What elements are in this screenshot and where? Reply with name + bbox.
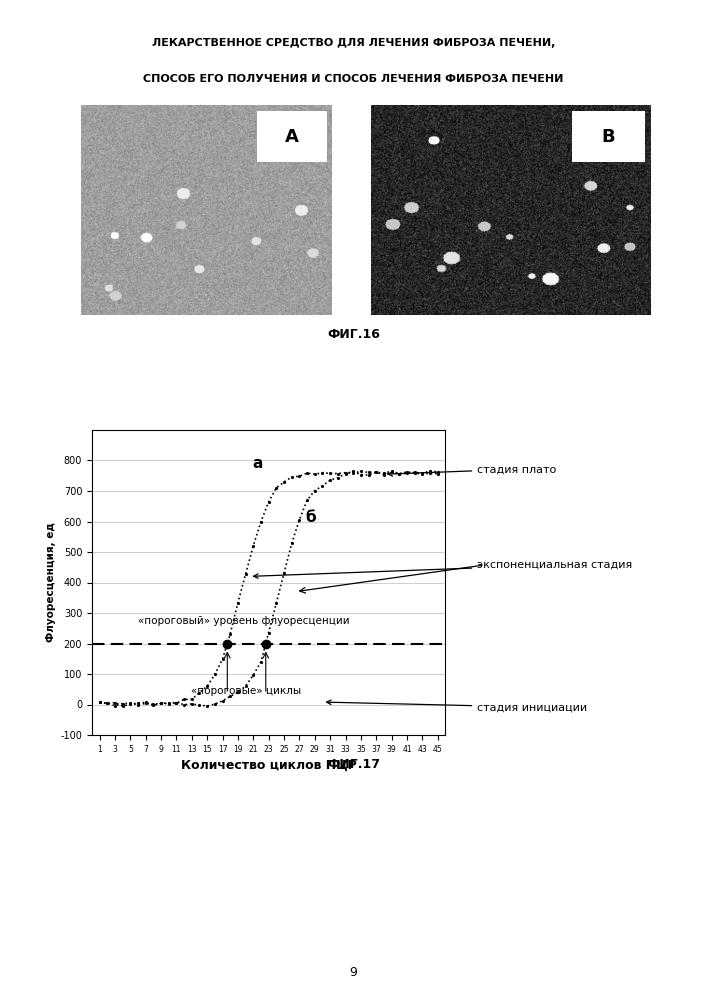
Text: стадия инициации: стадия инициации — [327, 700, 588, 712]
Text: б: б — [305, 510, 316, 525]
Text: 9: 9 — [349, 966, 358, 979]
Text: ФИГ.16: ФИГ.16 — [327, 328, 380, 342]
Text: СПОСОБ ЕГО ПОЛУЧЕНИЯ И СПОСОБ ЛЕЧЕНИЯ ФИБРОЗА ПЕЧЕНИ: СПОСОБ ЕГО ПОЛУЧЕНИЯ И СПОСОБ ЛЕЧЕНИЯ ФИ… — [144, 74, 563, 84]
Y-axis label: Флуоресценция, ед: Флуоресценция, ед — [46, 523, 56, 642]
Text: а: а — [252, 456, 262, 471]
Text: экспоненциальная стадия: экспоненциальная стадия — [254, 560, 633, 578]
Text: A: A — [285, 127, 299, 145]
Bar — [572, 111, 645, 162]
Text: ЛЕКАРСТВЕННОЕ СРЕДСТВО ДЛЯ ЛЕЧЕНИЯ ФИБРОЗА ПЕЧЕНИ,: ЛЕКАРСТВЕННОЕ СРЕДСТВО ДЛЯ ЛЕЧЕНИЯ ФИБРО… — [152, 38, 555, 48]
Text: стадия плато: стадия плато — [388, 464, 556, 476]
Bar — [257, 111, 327, 162]
Text: ФИГ.17: ФИГ.17 — [327, 758, 380, 772]
X-axis label: Количество циклов ПЦР: Количество циклов ПЦР — [181, 759, 356, 772]
Text: «пороговые» циклы: «пороговые» циклы — [192, 686, 302, 696]
Text: «пороговый» уровень флуоресценции: «пороговый» уровень флуоресценции — [138, 616, 350, 626]
Text: B: B — [602, 127, 615, 145]
